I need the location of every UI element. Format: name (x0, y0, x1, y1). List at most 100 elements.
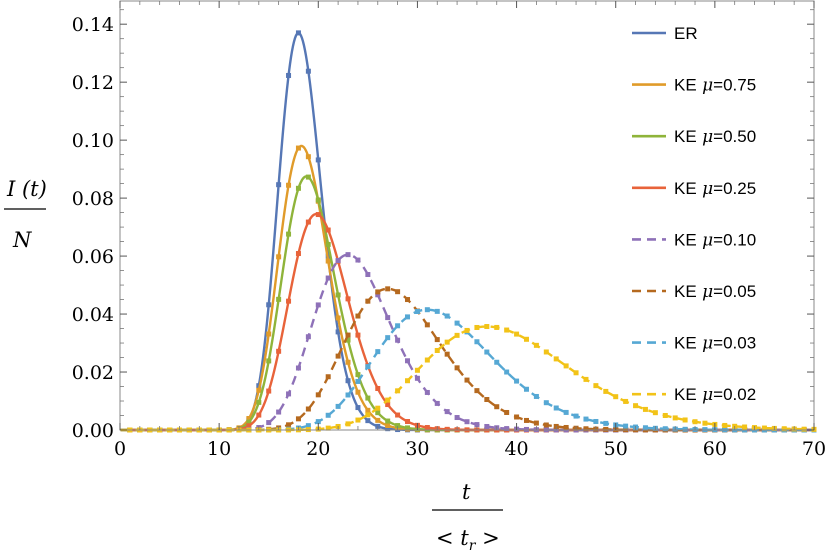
legend-series-name: KE (674, 230, 697, 249)
data-point (603, 426, 609, 432)
data-point (295, 251, 301, 257)
data-point (335, 353, 341, 359)
legend-label: KE μ=0.05 (674, 282, 756, 302)
data-point (424, 322, 430, 328)
data-point (454, 320, 460, 326)
data-point (355, 313, 361, 319)
data-point (523, 336, 529, 342)
x-tick-label: 50 (604, 438, 628, 460)
data-point (444, 339, 450, 345)
data-point (682, 417, 688, 423)
data-point (523, 417, 529, 423)
data-point (504, 369, 510, 375)
data-point (781, 426, 787, 432)
legend-mu-symbol: μ (697, 76, 713, 96)
legend-series-name: KE (674, 179, 697, 198)
data-point (405, 314, 411, 320)
data-point (593, 383, 599, 389)
data-point (484, 423, 490, 429)
data-point (375, 410, 381, 416)
legend-item-3: KE μ=0.25 (632, 179, 756, 199)
data-point (355, 378, 361, 384)
x-axis-label-numerator: t (462, 480, 471, 504)
data-point (276, 254, 282, 260)
data-point (583, 426, 589, 432)
data-point (355, 389, 361, 395)
x-axis-label: t < tr > (432, 480, 503, 553)
data-point (405, 297, 411, 303)
data-point (385, 418, 391, 424)
data-point (514, 414, 520, 420)
data-point (395, 423, 401, 429)
data-point (345, 337, 351, 343)
data-point (365, 412, 371, 418)
legend-label: KE μ=0.75 (674, 76, 756, 96)
data-point (504, 327, 510, 333)
data-point (682, 426, 688, 432)
y-tick-label: 0.10 (72, 130, 114, 152)
legend-series-name: KE (674, 127, 697, 146)
data-point (286, 391, 292, 397)
data-point (325, 258, 331, 264)
data-point (603, 420, 609, 426)
y-tick-label: 0.12 (72, 72, 114, 94)
data-point (494, 324, 500, 330)
y-tick-label: 0.06 (72, 246, 114, 268)
data-point (583, 376, 589, 382)
data-point (355, 417, 361, 423)
legend-item-5: KE μ=0.05 (632, 282, 756, 302)
data-point (474, 339, 480, 345)
data-point (523, 386, 529, 392)
data-point (315, 157, 321, 163)
data-point (305, 334, 311, 340)
x-tick-label: 70 (802, 438, 826, 460)
data-point (454, 415, 460, 421)
x-tick-label: 40 (504, 438, 528, 460)
legend-mu-value: =0.03 (713, 334, 756, 353)
legend-mu-symbol: μ (697, 127, 713, 147)
data-point (533, 342, 539, 348)
data-point (722, 422, 728, 428)
legend-mu-value: =0.25 (713, 179, 756, 198)
y-axis-label: I (t) N (4, 177, 47, 252)
data-point (295, 145, 301, 151)
data-point (385, 402, 391, 408)
data-point (702, 420, 708, 426)
plot-frame (119, 0, 815, 431)
data-point (365, 298, 371, 304)
data-point (355, 257, 361, 263)
data-point (553, 356, 559, 362)
data-point (662, 426, 668, 432)
data-point (335, 258, 341, 264)
data-point (533, 420, 539, 426)
legend-series-name: ER (674, 24, 698, 43)
data-point (315, 212, 321, 218)
data-point (256, 399, 262, 405)
data-point (335, 403, 341, 409)
data-point (593, 418, 599, 424)
data-point (801, 426, 807, 432)
data-point (266, 331, 272, 337)
data-point (365, 272, 371, 278)
data-point (494, 404, 500, 410)
data-point (424, 307, 430, 313)
data-point (375, 292, 381, 298)
data-point (345, 378, 351, 384)
data-point (543, 422, 549, 428)
data-point (355, 332, 361, 338)
legend-series-name: KE (674, 282, 697, 301)
data-point (563, 424, 569, 430)
data-point (484, 349, 490, 355)
x-tick-label: 20 (306, 438, 330, 460)
data-point (662, 412, 668, 418)
x-tick-label: 30 (405, 438, 429, 460)
y-axis-label-numerator: I (t) (6, 177, 47, 201)
data-point (375, 349, 381, 355)
data-point (414, 308, 420, 314)
legend-label: KE μ=0.25 (674, 179, 756, 199)
data-point (286, 182, 292, 188)
data-point (276, 409, 282, 415)
data-point (514, 378, 520, 384)
data-point (424, 357, 430, 363)
data-point (375, 405, 381, 411)
